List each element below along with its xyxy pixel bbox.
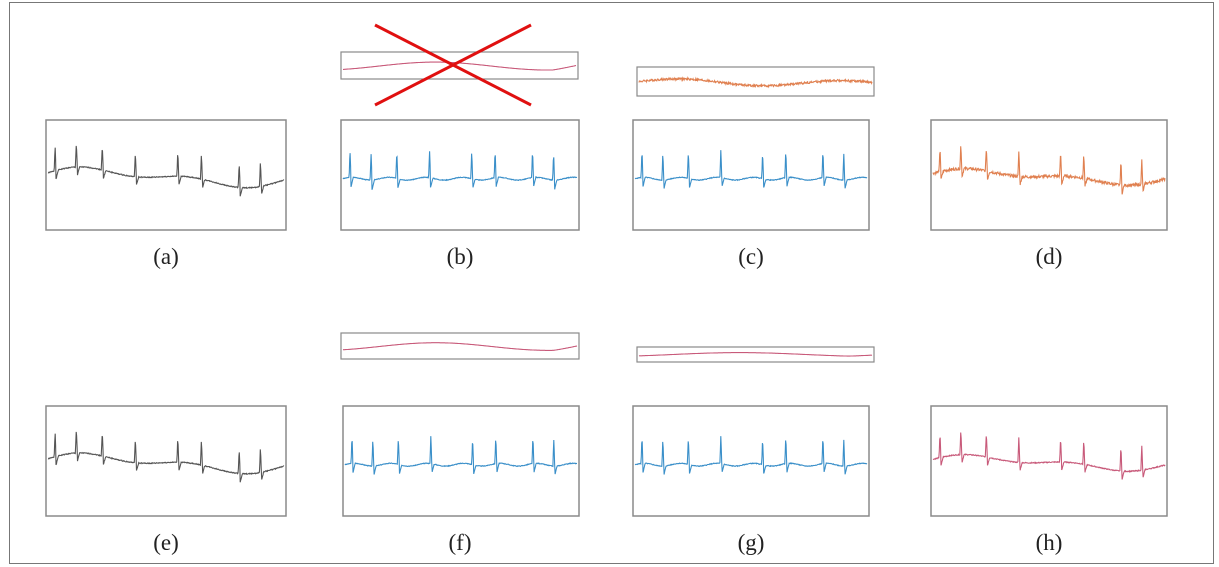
panel-g: (g) <box>632 346 875 555</box>
panel-c-top-box <box>636 66 875 97</box>
panel-d-box <box>930 119 1168 231</box>
panel-d: (d) <box>930 119 1168 269</box>
panel-h-label: (h) <box>1036 530 1063 555</box>
panel-h-box <box>930 405 1168 517</box>
panel-c-label: (c) <box>738 244 764 269</box>
panel-f-top-box <box>340 332 580 360</box>
panel-h-reconstructed-trace <box>932 432 1166 480</box>
panel-g-box <box>632 405 870 517</box>
panel-d-noisy-trace <box>932 146 1166 195</box>
panel-c: (c) <box>632 66 875 269</box>
panel-f-baseline-trace <box>342 342 578 351</box>
panel-g-label: (g) <box>738 530 765 555</box>
panel-a-box <box>45 119 287 231</box>
panel-f-box <box>342 405 580 517</box>
panel-d-label: (d) <box>1036 244 1063 269</box>
panel-b-top-box <box>340 51 579 80</box>
panel-b-label: (b) <box>447 244 474 269</box>
panel-e-ecg-trace <box>47 431 285 483</box>
panel-g-top-box <box>636 346 875 363</box>
panel-f-label: (f) <box>449 530 472 555</box>
panel-a-label: (a) <box>153 244 179 269</box>
panel-c-clean-trace <box>634 150 868 189</box>
panel-g-clean-trace <box>634 436 868 475</box>
panel-h: (h) <box>930 405 1168 555</box>
panel-b: (b) <box>340 23 580 269</box>
panel-c-box <box>632 119 870 231</box>
panel-b-clean-trace <box>342 151 578 190</box>
panel-c-noise-trace <box>638 76 873 89</box>
panel-b-box <box>340 119 580 231</box>
panel-a: (a) <box>45 119 287 269</box>
panel-a-ecg-trace <box>47 145 285 197</box>
cross-mark-line-2 <box>374 23 532 107</box>
panel-e-box <box>45 405 287 517</box>
figure-frame <box>9 2 1214 564</box>
panel-f-clean-trace <box>344 436 577 475</box>
panel-f: (f) <box>340 332 580 555</box>
panel-e: (e) <box>45 405 287 555</box>
panel-g-baseline-trace <box>638 352 873 357</box>
panel-e-label: (e) <box>153 530 179 555</box>
